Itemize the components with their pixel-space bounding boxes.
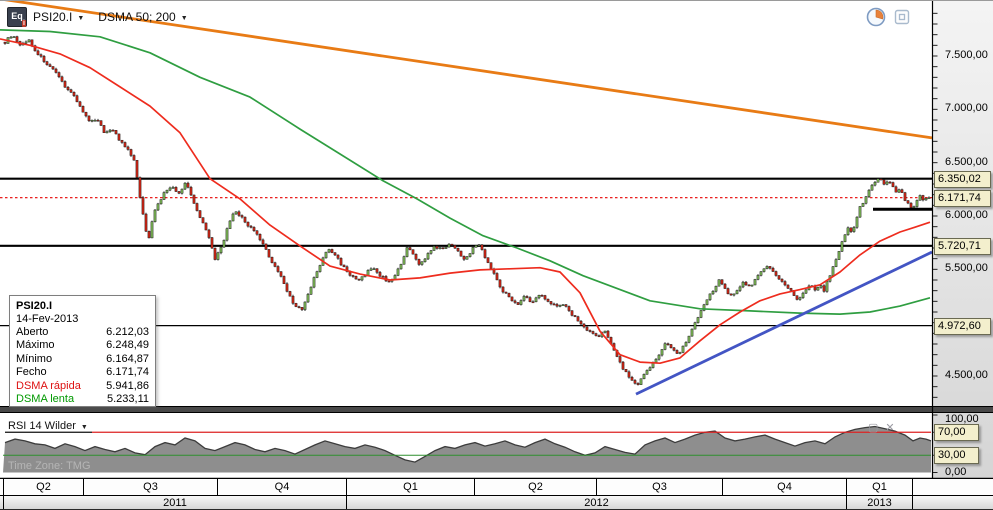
- info-row: Aberto 6.212,03: [16, 326, 149, 339]
- year-row: 2011 2012 2013: [0, 496, 993, 510]
- chevron-down-icon: ▼: [80, 423, 88, 431]
- price-axis[interactable]: 7.500,00 7.000,00 6.500,00 6.000,00 5.500,00…: [933, 1, 993, 479]
- timezone-watermark: Time Zone: TMG: [8, 460, 91, 472]
- indicator-label: DSMA 50; 200: [98, 10, 176, 24]
- chart-toolbar: [866, 7, 910, 27]
- info-row: Máximo 6.248,49: [16, 339, 149, 352]
- time-axis[interactable]: Q2 Q3 Q4 Q1 Q2 Q3 Q4 Q1 2011 2012 2013: [0, 479, 993, 510]
- chevron-down-icon: ▼: [180, 14, 188, 22]
- price-tick-label: 7.500,00: [945, 49, 988, 61]
- chevron-down-icon: ▼: [77, 14, 85, 22]
- info-row-label: Fecho: [16, 366, 47, 379]
- info-row-label: DSMA lenta: [16, 393, 75, 406]
- year-cell: 2012: [347, 496, 847, 509]
- snapshot-icon[interactable]: [894, 9, 910, 25]
- info-row-value: 6.248,49: [106, 339, 149, 352]
- info-row-value: 5.941,86: [106, 379, 149, 392]
- quarter-cell: Q1: [847, 479, 913, 495]
- info-badge-icon: i: [22, 20, 26, 27]
- info-row: DSMA lenta 5.233,11: [16, 393, 149, 406]
- info-row-label: Aberto: [16, 326, 49, 338]
- rsi-restore-icon[interactable]: ▢: [868, 422, 879, 434]
- rsi-panel-buttons: ▢ ✕: [868, 422, 895, 434]
- sma-fast-line: [0, 38, 931, 365]
- info-row-label: Máximo: [16, 339, 55, 352]
- quarter-cell: Q4: [218, 479, 347, 495]
- quarter-cell: Q2: [475, 479, 597, 495]
- quarter-row: Q2 Q3 Q4 Q1 Q2 Q3 Q4 Q1: [0, 479, 993, 496]
- rsi-indicator-selector[interactable]: RSI 14 Wilder ▼: [8, 420, 88, 432]
- rsi-tag: 70,00: [934, 424, 979, 442]
- rsi-label: RSI 14 Wilder: [8, 420, 76, 432]
- price-tick-label: 4.500,00: [945, 369, 988, 381]
- info-row-value: 5.233,11: [106, 393, 149, 406]
- descending-resistance-line: [4, 1, 933, 140]
- rsi-tick-label: 100,00: [945, 413, 979, 425]
- info-row: DSMA rápida 5.941,86: [16, 380, 149, 393]
- info-row-label: DSMA rápida: [16, 379, 81, 392]
- symbol-selector[interactable]: PSI20.I ▼: [33, 10, 84, 24]
- price-tick-label: 7.000,00: [945, 102, 988, 115]
- quarter-cell: Q1: [347, 479, 475, 495]
- instrument-type-icon: Eq i: [7, 7, 27, 27]
- quarter-cell: Q2: [3, 479, 84, 495]
- price-tag: 5.720,71: [934, 237, 991, 255]
- symbol-label: PSI20.I: [33, 10, 73, 24]
- info-row-label: Mínimo: [16, 352, 53, 365]
- year-cell: 2013: [847, 496, 913, 509]
- chart-header: Eq i PSI20.I ▼ DSMA 50; 200 ▼: [7, 7, 188, 27]
- quarter-cell: Q3: [84, 479, 218, 495]
- info-row-value: 6.171,74: [106, 366, 149, 379]
- indicator-selector[interactable]: DSMA 50; 200 ▼: [98, 10, 187, 24]
- info-panel-title: PSI20.I: [16, 300, 53, 312]
- rsi-area: [3, 426, 931, 473]
- ascending-support-line: [635, 250, 933, 396]
- price-tick-label: 6.500,00: [945, 155, 988, 168]
- info-row: Mínimo 6.164,87: [16, 353, 149, 366]
- info-panel-rows: Aberto 6.212,03 Máximo 6.248,49 Mínimo 6.164,…: [16, 326, 149, 406]
- rsi-tick-label: 0,00: [945, 465, 967, 478]
- price-tag: 4.972,60: [934, 317, 991, 335]
- eq-icon-text: Eq: [11, 11, 23, 21]
- rsi-close-icon[interactable]: ✕: [885, 422, 895, 434]
- info-row: Fecho 6.171,74: [16, 366, 149, 379]
- price-tag: 6.171,74: [934, 189, 991, 207]
- rsi-line: [4, 425, 932, 463]
- price-tick-label: 5.500,00: [945, 262, 988, 275]
- clock-icon[interactable]: [866, 7, 886, 27]
- info-row-value: 6.212,03: [106, 326, 149, 338]
- price-tag: 6.350,02: [934, 170, 991, 188]
- info-panel-date: 14-Fev-2013: [16, 313, 79, 325]
- quarter-cell: Q3: [597, 479, 723, 495]
- info-row-value: 6.164,87: [106, 352, 149, 365]
- rsi-tag: 30,00: [934, 447, 979, 465]
- quarter-cell: Q4: [723, 479, 847, 495]
- price-tick-label: 6.000,00: [945, 209, 988, 221]
- panel-separator: [0, 406, 993, 413]
- ohlc-info-panel: PSI20.I 14-Fev-2013 Aberto 6.212,03 Máximo…: [9, 295, 156, 407]
- year-cell: 2011: [3, 496, 347, 509]
